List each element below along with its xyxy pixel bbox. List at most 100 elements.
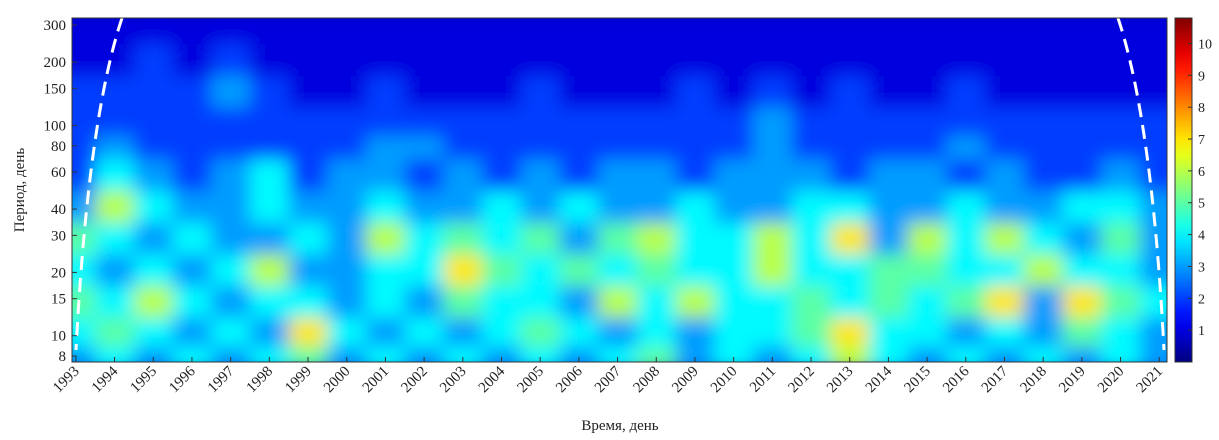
x-tick-label: 1998 (244, 364, 277, 397)
heatmap-cell (752, 190, 793, 223)
x-tick-label: 2006 (553, 363, 586, 396)
heatmap-cell (1023, 43, 1064, 76)
heatmap-cell (95, 285, 135, 318)
heatmap-cell (1101, 345, 1141, 362)
heatmap-cell (869, 106, 909, 137)
heatmap-cell (366, 345, 406, 362)
heatmap-cell (288, 158, 328, 192)
heatmap-cell (1101, 158, 1141, 192)
heatmap-cell (172, 75, 212, 108)
heatmap-cell (327, 135, 367, 160)
heatmap-cell (559, 285, 599, 318)
heatmap-cell (366, 222, 406, 255)
heatmap-cell (404, 285, 444, 318)
heatmap-cell (946, 345, 986, 362)
heatmap-cell (869, 158, 909, 192)
heatmap-cell (443, 106, 483, 137)
heatmap-cell (559, 222, 599, 255)
heatmap-cell (985, 190, 1025, 223)
heatmap-cell (985, 222, 1025, 255)
heatmap-cell (1062, 43, 1102, 76)
heatmap-cell (907, 253, 947, 287)
heatmap-cell (443, 222, 483, 255)
heatmap-cell (172, 158, 212, 192)
heatmap-cell (1062, 158, 1102, 192)
heatmap-cell (830, 345, 870, 362)
x-tick-label: 2002 (398, 364, 431, 397)
heatmap-cell (482, 43, 522, 76)
heatmap-cell (791, 43, 831, 76)
heatmap-cell (133, 43, 174, 76)
heatmap-cell (482, 18, 522, 45)
heatmap-cell (946, 75, 986, 108)
heatmap-cell (520, 43, 561, 76)
heatmap (72, 18, 1167, 362)
heatmap-cell (869, 75, 909, 108)
heatmap-cell (985, 317, 1025, 347)
x-tick-label: 2019 (1056, 364, 1089, 397)
colorbar-tick-label: 2 (1198, 292, 1205, 307)
heatmap-cell (985, 135, 1025, 160)
heatmap-cell (598, 317, 638, 347)
heatmap-cell (327, 317, 367, 347)
heatmap-cell (211, 135, 251, 160)
heatmap-cell (985, 285, 1025, 318)
x-tick-label: 2001 (360, 364, 393, 397)
heatmap-cell (404, 18, 444, 45)
heatmap-cell (288, 18, 328, 45)
heatmap-cell (946, 190, 986, 223)
colorbar-tick-label: 1 (1198, 324, 1205, 339)
x-axis-label: Время, день (581, 418, 658, 434)
heatmap-cell (869, 43, 909, 76)
heatmap-cell (443, 18, 483, 45)
heatmap-cell (482, 158, 522, 192)
heatmap-cell (1101, 222, 1141, 255)
heatmap-cell (1139, 345, 1167, 362)
heatmap-cell (249, 222, 290, 255)
x-tick-label: 1996 (166, 363, 199, 396)
heatmap-cell (133, 75, 174, 108)
heatmap-cell (752, 135, 793, 160)
x-tick-label: 2005 (514, 364, 547, 397)
heatmap-cell (675, 190, 715, 223)
heatmap-cell (830, 43, 870, 76)
heatmap-cell (907, 190, 947, 223)
heatmap-cell (869, 190, 909, 223)
heatmap-cell (1062, 317, 1102, 347)
heatmap-cell (598, 345, 638, 362)
heatmap-cell (482, 222, 522, 255)
heatmap-cell (791, 345, 831, 362)
heatmap-cell (675, 317, 715, 347)
heatmap-cell (985, 345, 1025, 362)
heatmap-cell (95, 317, 135, 347)
x-tick-label: 2004 (476, 363, 509, 396)
heatmap-cell (869, 345, 909, 362)
cone-of-influence (1116, 18, 1166, 351)
heatmap-cell (95, 222, 135, 255)
heatmap-cell (830, 158, 870, 192)
heatmap-cell (675, 345, 715, 362)
x-tick-label: 2011 (747, 364, 779, 396)
y-tick-label: 60 (51, 165, 66, 181)
heatmap-cell (72, 75, 96, 108)
heatmap-cell (133, 158, 174, 192)
heatmap-cell (72, 345, 96, 362)
heatmap-cell (946, 222, 986, 255)
heatmap-cell (288, 253, 328, 287)
heatmap-cell (327, 106, 367, 137)
heatmap-cell (211, 75, 251, 108)
heatmap-cell (366, 18, 406, 45)
heatmap-cell (1023, 285, 1064, 318)
heatmap-cell (366, 285, 406, 318)
heatmap-cell (95, 106, 135, 137)
heatmap-cell (72, 253, 96, 287)
heatmap-cell (752, 106, 793, 137)
heatmap-cell (172, 222, 212, 255)
heatmap-cell (1062, 75, 1102, 108)
heatmap-cell (1062, 345, 1102, 362)
x-tick-label: 1997 (205, 363, 238, 396)
heatmap-cell (327, 43, 367, 76)
heatmap-cell (752, 158, 793, 192)
heatmap-cell (288, 75, 328, 108)
heatmap-cell (95, 253, 135, 287)
